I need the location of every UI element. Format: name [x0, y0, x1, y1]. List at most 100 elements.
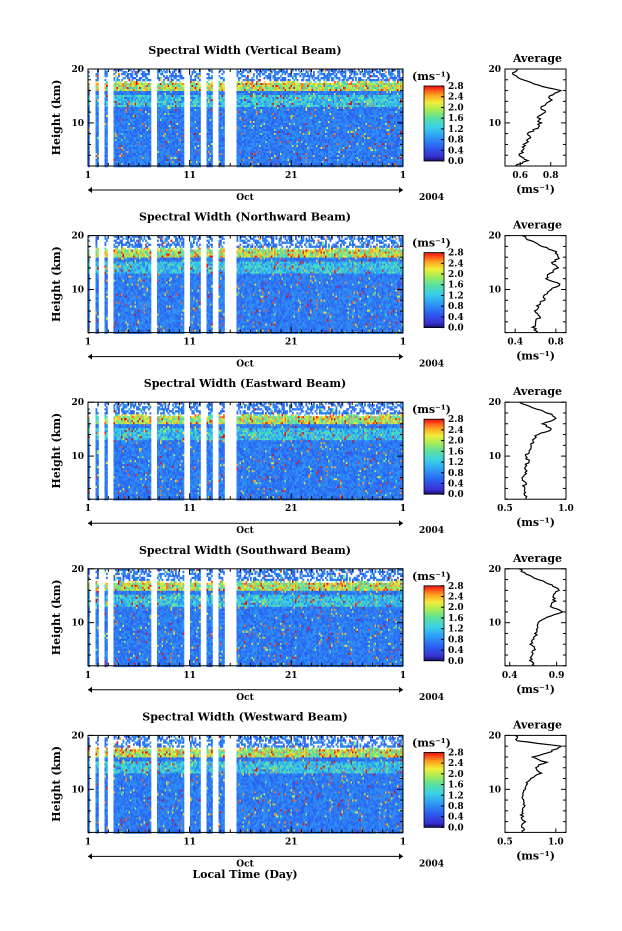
heatmap-cell [199, 157, 201, 160]
heatmap-cell [130, 99, 132, 102]
heatmap-cell [148, 113, 150, 116]
heatmap-cell [143, 71, 146, 74]
heatmap-cell [106, 89, 108, 92]
heatmap-cell [113, 91, 116, 94]
heatmap-cell [170, 109, 173, 112]
heatmap-cell [223, 147, 225, 150]
heatmap-cell [113, 161, 116, 164]
heatmap-cell [121, 89, 123, 92]
heatmap-cell [140, 105, 143, 108]
heatmap-cell [134, 113, 137, 116]
heatmap-cell [95, 127, 98, 130]
heatmap-cell [161, 145, 164, 148]
heatmap-cell [158, 149, 161, 152]
heatmap-cell [274, 75, 276, 78]
heatmap-cell [106, 107, 108, 110]
heatmap-cell [142, 95, 144, 98]
heatmap-cell [122, 133, 125, 136]
heatmap-cell [163, 163, 165, 166]
heatmap-cell [139, 93, 141, 96]
heatmap-cell [95, 135, 98, 138]
heatmap-cell [122, 147, 125, 150]
heatmap-cell [125, 111, 128, 114]
heatmap-cell [119, 97, 122, 100]
heatmap-cell [139, 131, 141, 134]
heatmap-cell [166, 157, 168, 160]
heatmap-cell [113, 137, 116, 140]
heatmap-cell [128, 135, 131, 138]
heatmap-cell [88, 85, 90, 88]
heatmap-cell [211, 81, 213, 84]
heatmap-cell [169, 107, 171, 110]
heatmap-cell [160, 161, 162, 164]
heatmap-cell [223, 163, 225, 166]
heatmap-cell [160, 145, 162, 148]
heatmap-cell [116, 157, 119, 160]
heatmap-cell [88, 145, 90, 148]
heatmap-cell [145, 119, 147, 122]
heatmap-cell [97, 145, 99, 148]
heatmap-cell [139, 141, 141, 144]
heatmap-cell [164, 149, 167, 152]
heatmap-cell [124, 121, 126, 124]
heatmap-cell [104, 121, 107, 124]
heatmap-cell [119, 115, 122, 118]
heatmap-cell [223, 87, 225, 90]
heatmap-cell [157, 127, 159, 130]
heatmap-cell [88, 147, 90, 150]
heatmap-cell [143, 141, 146, 144]
heatmap-cell [167, 157, 170, 160]
heatmap-cell [125, 97, 128, 100]
heatmap-cell [115, 163, 117, 166]
heatmap-cell [97, 149, 99, 152]
heatmap-cell [211, 161, 213, 164]
heatmap-cell [251, 81, 254, 84]
heatmap-cell [149, 129, 152, 132]
heatmap-cell [106, 159, 108, 162]
heatmap-cell [182, 149, 185, 152]
heatmap-cell [118, 89, 120, 92]
heatmap-cell [164, 91, 167, 94]
heatmap-cell [97, 147, 99, 150]
heatmap-cell [199, 139, 201, 142]
heatmap-cell [149, 97, 152, 100]
heatmap-cell [145, 141, 147, 144]
heatmap-cell [131, 163, 134, 166]
heatmap-cell [161, 147, 164, 150]
heatmap-cell [95, 85, 98, 88]
heatmap-cell [142, 79, 144, 82]
heatmap-cell [161, 103, 164, 106]
heatmap-cell [158, 79, 161, 82]
heatmap-cell [133, 97, 135, 100]
heatmap-cell [121, 157, 123, 160]
heatmap-cell [140, 125, 143, 128]
heatmap-cell [296, 79, 299, 82]
heatmap-cell [164, 101, 167, 104]
heatmap-cell [131, 161, 134, 164]
heatmap-cell [125, 135, 128, 138]
heatmap-cell [146, 133, 149, 136]
heatmap-cell [127, 157, 129, 160]
heatmap-cell [143, 101, 146, 104]
heatmap-cell [118, 123, 120, 126]
heatmap-cell [121, 73, 123, 76]
heatmap-cell [146, 85, 149, 88]
heatmap-cell [130, 115, 132, 118]
heatmap-cell [163, 81, 165, 84]
heatmap-cell [199, 141, 201, 144]
heatmap-cell [95, 145, 98, 148]
heatmap-cell [113, 95, 116, 98]
heatmap-cell [167, 83, 170, 86]
heatmap-cell [146, 137, 149, 140]
heatmap-cell [134, 97, 137, 100]
heatmap-cell [115, 89, 117, 92]
heatmap-cell [140, 139, 143, 142]
heatmap-cell [139, 147, 141, 150]
heatmap-cell [137, 119, 140, 122]
heatmap-cell [164, 163, 167, 166]
heatmap-cell [130, 73, 132, 76]
heatmap-cell [128, 157, 131, 160]
heatmap-cell [118, 153, 120, 156]
heatmap-cell [160, 117, 162, 120]
heatmap-cell [88, 159, 90, 162]
